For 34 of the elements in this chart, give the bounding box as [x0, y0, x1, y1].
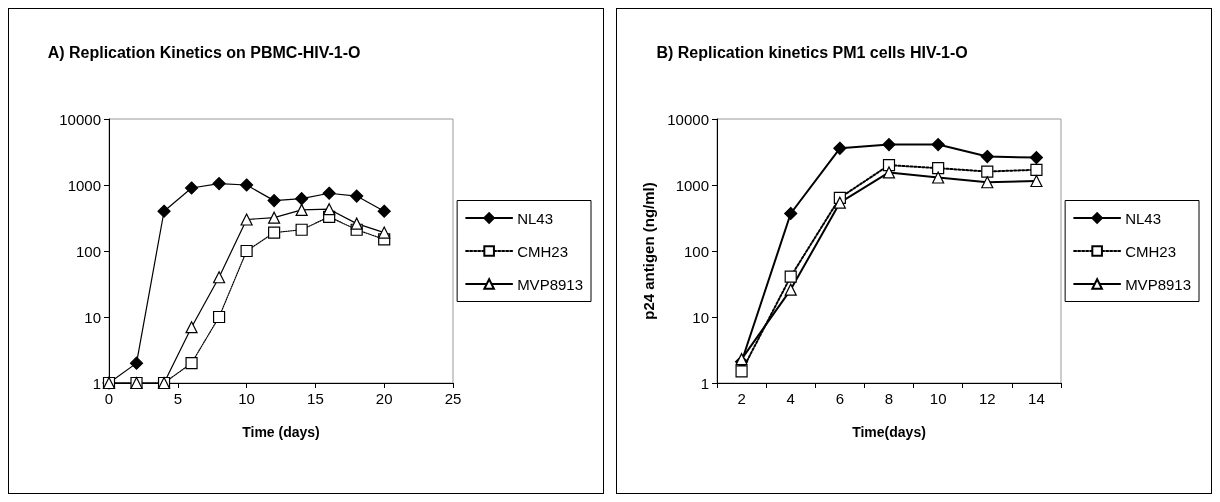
y-tick-label: 1	[700, 374, 709, 392]
legend-label: MVP8913	[517, 275, 583, 293]
x-axis-title: Time(days)	[852, 424, 926, 440]
x-tick-label: 5	[173, 390, 182, 407]
x-tick-label: 0	[104, 390, 114, 407]
x-tick-label: 20	[375, 390, 393, 407]
y-tick-label: 1000	[67, 176, 101, 194]
y-tick-label: 1000	[675, 176, 709, 194]
x-tick-label: 8	[884, 390, 894, 407]
x-tick-label: 12	[978, 390, 996, 407]
legend-label: NL43	[1125, 209, 1161, 227]
x-tick-label: 6	[835, 390, 845, 407]
chart-title: B) Replication kinetics PM1 cells HIV-1-O	[656, 43, 968, 61]
y-tick-label: 10000	[59, 110, 101, 128]
x-tick-label: 10	[238, 390, 255, 407]
y-tick-label: 10000	[667, 110, 709, 128]
y-tick-label: 100	[683, 242, 709, 260]
y-tick-label: 10	[84, 308, 101, 326]
x-tick-label: 14	[1028, 390, 1045, 407]
x-tick-label: 25	[444, 390, 462, 407]
legend-label: CMH23	[517, 242, 568, 260]
x-tick-label: 4	[786, 390, 795, 407]
y-tick-label: 100	[75, 242, 101, 260]
x-tick-label: 15	[307, 390, 324, 407]
y-tick-label: 10	[692, 308, 709, 326]
x-tick-label: 2	[737, 390, 746, 407]
x-axis-title: Time (days)	[242, 424, 320, 440]
legend-label: NL43	[517, 209, 553, 227]
legend-label: CMH23	[1125, 242, 1176, 260]
y-tick-label: 1	[92, 374, 101, 392]
x-tick-label: 10	[929, 390, 947, 407]
chart-title: A) Replication Kinetics on PBMC-HIV-1-O	[47, 43, 361, 61]
legend-label: MVP8913	[1125, 275, 1191, 293]
y-axis-title: p24 antigen (ng/ml)	[640, 182, 658, 320]
